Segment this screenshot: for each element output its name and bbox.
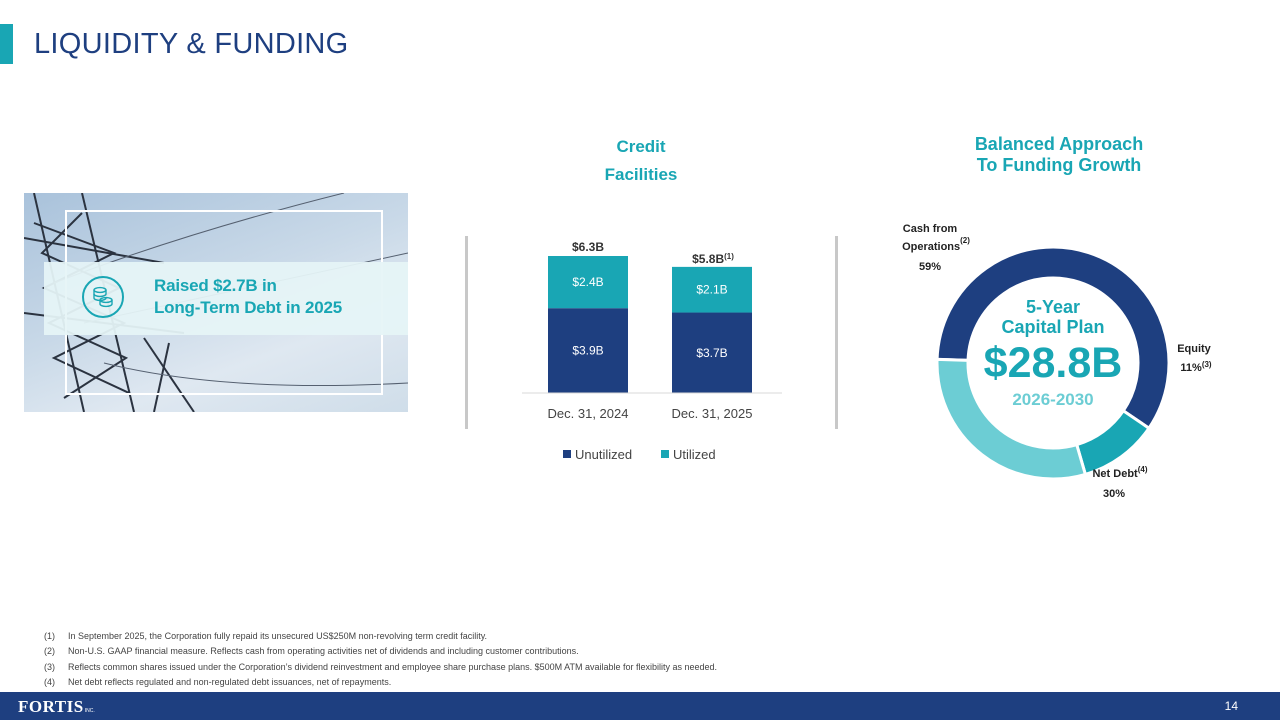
x-tick-label-2: Dec. 31, 2025 [672,406,753,421]
funding-donut-chart: 5-Year Capital Plan $28.8B 2026-2030 Cas… [902,223,1212,500]
footnote-3: (3) Reflects common shares issued under t… [44,660,944,675]
fortis-logo: FORTISINC. [18,697,95,716]
bar-utilized-1 [548,256,628,309]
logo-inc: INC. [84,708,95,714]
donut-center-years: 2026-2030 [1012,390,1093,409]
bar-value-label-unutilized-2: $3.7B [696,346,727,360]
debt-label-pct: 30% [1103,488,1125,500]
title-accent-bar [0,24,13,64]
equity-label-line-1: Equity [1177,343,1211,355]
footnote-1: (1) In September 2025, the Corporation fu… [44,629,944,644]
footnote-1-text: In September 2025, the Corporation fully… [68,631,488,641]
equity-label-footnote: (3) [1202,360,1212,369]
bar-value-label-unutilized-1: $3.9B [572,344,603,358]
legend-label-unutilized: Unutilized [575,447,632,462]
bar-total-label-1: $6.3B [572,240,604,254]
cfo-label-footnote: (2) [960,236,970,245]
footnote-2: (2) Non-U.S. GAAP financial measure. Refl… [44,644,944,659]
cfo-label-pct: 59% [919,261,941,273]
divider-right [835,236,838,429]
donut-segments [935,245,1171,481]
bar-unutilized-2 [672,312,752,393]
footnote-2-text: Non-U.S. GAAP financial measure. Reflect… [68,646,579,657]
funding-title-line-1: Balanced Approach [974,134,1144,154]
debt-label-line-1: Net Debt(4) [1092,465,1147,480]
donut-slice-cash-from-operations [935,245,1171,431]
divider-left [465,236,468,429]
footnotes: (1) In September 2025, the Corporation fu… [44,629,944,690]
logo-text: FORTIS [18,697,84,716]
footnote-4: (4) Net debt reflects regulated and non-r… [44,675,944,690]
credit-facilities-title: Credit Facilities [571,133,711,189]
donut-center-line-2: Capital Plan [1001,317,1104,337]
credit-bar-chart: $3.9B $2.4B $3.7B $2.1B $6.3B $5.8B(1) Dec.… [522,240,782,462]
bar-value-label-utilized-1: $2.4B [572,275,603,289]
bar-value-label-utilized-2: $2.1B [696,283,727,297]
x-tick-label-1: Dec. 31, 2024 [548,406,629,421]
bar-group: $3.9B $2.4B $3.7B $2.1B [548,256,752,393]
cfo-label-line-1: Cash from [903,223,958,235]
legend-swatch-utilized [661,450,669,458]
legend-swatch-unutilized [563,450,571,458]
funding-title: Balanced Approach To Funding Growth [930,134,1188,176]
footnote-4-text: Net debt reflects regulated and non-regu… [68,676,392,687]
credit-title-line-2: Facilities [604,165,678,184]
charts-canvas: $3.9B $2.4B $3.7B $2.1B $6.3B $5.8B(1) Dec.… [522,223,1212,500]
transmission-tower-photo: Raised $2.7B in Long-Term Debt in 2025 [24,193,408,412]
cfo-label-line-2-text: Operations [902,241,960,253]
equity-label-pct: 11%(3) [1180,360,1212,374]
footnote-3-number: (3) [44,661,55,672]
equity-label-pct-text: 11% [1180,362,1202,374]
donut-center-value: $28.8B [984,339,1123,387]
debt-label-footnote: (4) [1138,465,1148,474]
coins-icon [93,286,113,308]
footnote-4-number: (4) [44,676,55,687]
coin-circle [82,276,124,318]
footnote-3-text: Reflects common shares issued under the … [68,661,718,672]
callout-line-1: Raised $2.7B in [154,276,277,295]
callout-line-2: Long-Term Debt in 2025 [154,298,342,317]
credit-title-line-1: Credit [616,137,666,156]
bar-total-label-2: $5.8B(1) [692,252,734,266]
funding-title-line-2: To Funding Growth [976,155,1142,175]
page-number: 14 [1224,699,1238,713]
donut-slice-net-debt [935,357,1088,481]
bar-unutilized-1 [548,308,628,393]
cfo-label-line-2: Operations(2) [902,236,970,253]
bar-utilized-2 [672,266,752,313]
bar-total-label-2-value: $5.8B [692,252,724,266]
footer-bar: FORTISINC. 14 [0,692,1280,720]
callout-text: Raised $2.7B in Long-Term Debt in 2025 [154,275,404,319]
debt-label-text: Net Debt [1092,468,1138,480]
bar-total-footnote: (1) [724,252,734,261]
debt-callout: Raised $2.7B in Long-Term Debt in 2025 [44,262,408,335]
bar-legend: Unutilized Utilized [563,447,716,462]
footnote-2-number: (2) [44,646,55,657]
footnote-1-number: (1) [44,631,55,641]
donut-center-line-1: 5-Year [1026,297,1080,317]
legend-label-utilized: Utilized [673,447,716,462]
page-title: LIQUIDITY & FUNDING [34,28,349,60]
